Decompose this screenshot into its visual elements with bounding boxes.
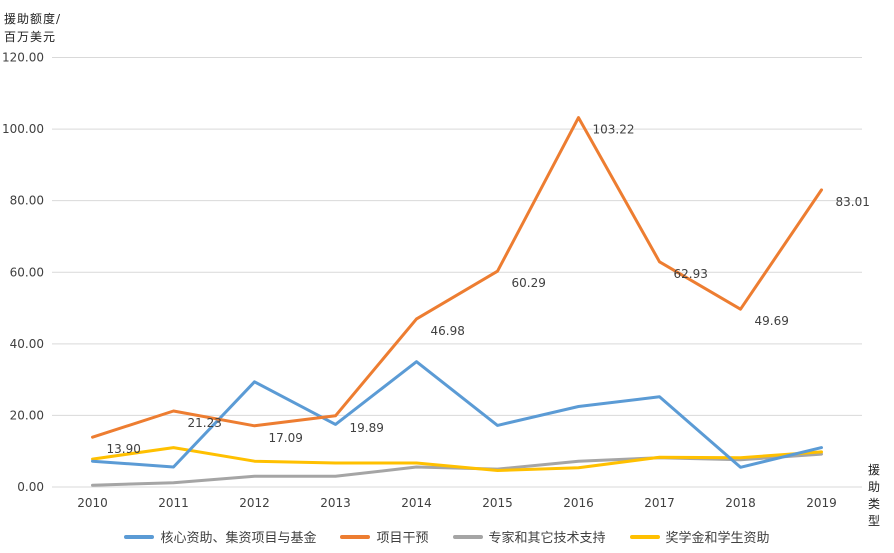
y-tick-label: 40.00 <box>10 337 44 351</box>
data-labels: 13.90 21.23 17.09 19.89 46.98 60.29 103.22 62.9… <box>107 123 870 457</box>
legend-item: 核心资助、集资项目与基金 <box>124 527 316 546</box>
series-line-0 <box>91 360 823 469</box>
x-tick-label: 2016 <box>563 496 594 510</box>
y-tick-label: 20.00 <box>10 408 44 422</box>
legend-label: 奖学金和学生资助 <box>665 531 770 546</box>
x-axis-title-char: 援 <box>867 463 880 477</box>
legend-item: 奖学金和学生资助 <box>629 527 770 546</box>
y-axis-title-line1: 援助额度/ <box>4 12 62 26</box>
y-axis-title-line2: 百万美元 <box>4 30 57 44</box>
series-line-1 <box>91 116 823 439</box>
legend-swatch <box>629 534 660 539</box>
x-tick-label: 2013 <box>320 496 351 510</box>
x-tick-labels: 2010 2011 2012 2013 2014 2015 2016 2017 2018 2019 <box>77 496 837 510</box>
gridlines <box>52 57 862 488</box>
x-tick-label: 2017 <box>644 496 675 510</box>
x-tick-label: 2014 <box>401 496 432 510</box>
legend-swatch <box>452 534 483 539</box>
series-lines <box>91 116 823 487</box>
x-tick-label: 2015 <box>482 496 513 510</box>
y-tick-labels: 0.00 20.00 40.00 60.00 80.00 100.00 120.00 <box>2 51 44 495</box>
legend-swatch <box>124 534 155 539</box>
x-tick-label: 2012 <box>239 496 270 510</box>
x-axis-title: 援助类型 <box>866 462 882 530</box>
x-axis-title-char: 助 <box>867 480 880 494</box>
legend-item: 项目干预 <box>340 527 429 546</box>
data-label: 49.69 <box>755 314 789 328</box>
legend-label: 项目干预 <box>376 531 429 546</box>
data-label: 46.98 <box>431 324 465 338</box>
x-axis-title-char: 类 <box>867 497 880 511</box>
data-label: 60.29 <box>512 276 546 290</box>
legend: 核心资助、集资项目与基金 项目干预 专家和其它技术支持 奖学金和学生资助 <box>0 527 894 546</box>
legend-label: 专家和其它技术支持 <box>488 531 606 546</box>
legend-item: 专家和其它技术支持 <box>452 527 606 546</box>
data-label: 13.90 <box>107 442 141 456</box>
y-tick-label: 100.00 <box>2 122 44 136</box>
data-label: 21.23 <box>188 416 222 430</box>
data-label: 19.89 <box>350 421 384 435</box>
y-tick-label: 60.00 <box>10 265 44 279</box>
legend-swatch <box>340 534 371 539</box>
y-tick-label: 120.00 <box>2 51 44 65</box>
x-tick-label: 2010 <box>77 496 108 510</box>
series-line-3 <box>91 446 823 472</box>
data-label: 103.22 <box>593 123 635 137</box>
x-tick-label: 2019 <box>806 496 837 510</box>
x-axis-title-char: 型 <box>867 514 880 528</box>
x-tick-label: 2011 <box>158 496 189 510</box>
data-label: 17.09 <box>269 431 303 445</box>
data-label: 83.01 <box>836 195 870 209</box>
y-axis-title: 援助额度/ 百万美元 <box>4 10 61 46</box>
x-tick-label: 2018 <box>725 496 756 510</box>
legend-label: 核心资助、集资项目与基金 <box>160 531 317 546</box>
y-tick-label: 80.00 <box>10 194 44 208</box>
y-tick-label: 0.00 <box>17 480 44 494</box>
data-label: 62.93 <box>674 267 708 281</box>
